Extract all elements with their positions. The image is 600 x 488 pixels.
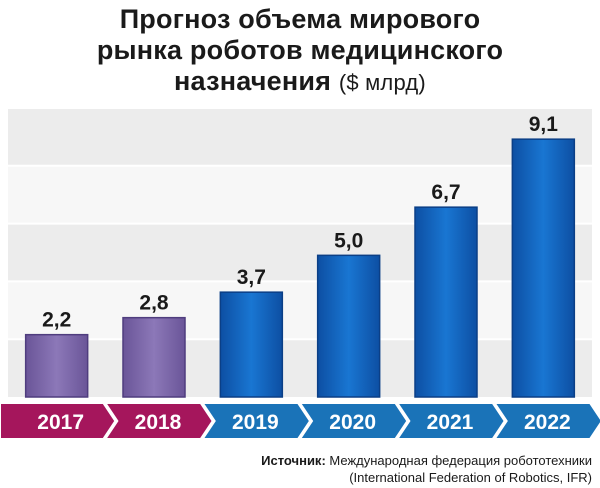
x-tick-label-2021: 2021 [427,411,474,434]
x-tick-label-2018: 2018 [135,411,182,434]
source-label: Источник: [261,453,326,468]
bar-2022 [511,138,576,398]
bars [24,138,576,398]
axis-arrow-2022 [492,402,600,440]
title-line-2: рынка роботов медицинского [96,35,504,65]
value-label-2022: 9,1 [529,113,559,136]
title-unit: ($ млрд) [338,70,426,95]
bar-2018 [122,316,186,398]
value-label-2020: 5,0 [334,229,363,252]
bar-2020 [316,254,381,398]
grid-bands [8,107,592,397]
grid-band [8,108,592,166]
value-label-2018: 2,8 [139,292,169,315]
grid-band [8,281,592,340]
source-line-1: Источник: Международная федерация робото… [261,452,592,469]
grid-band [8,223,592,282]
grid-band [8,165,592,224]
title-line-1: Прогноз объема мирового [119,4,481,34]
bar-2019 [219,291,284,398]
axis-arrow-2018 [103,402,214,440]
x-axis-arrows: 2017 2018 2019 2020 2021 2022 [0,402,600,440]
value-labels: 2,2 2,8 3,7 5,0 6,7 9,1 [42,113,558,331]
source-note: Источник: Международная федерация робото… [261,452,592,486]
bar-2017 [24,333,89,398]
axis-arrow-2021 [395,402,506,440]
bar-chart: 2,22,83,75,06,79,1 2017 2018 2019 2020 2021 2… [0,107,600,440]
source-text: Международная федерация робототехники [329,453,592,468]
x-tick-label-2022: 2022 [524,411,571,434]
axis-arrow-2017 [0,402,117,440]
chart-title: Прогноз объема мирового рынка роботов ме… [0,4,600,98]
source-line-2: (International Federation of Robotics, I… [349,470,592,485]
value-label-2019: 3,7 [237,266,266,289]
x-tick-label-2019: 2019 [232,411,279,434]
title-line-3: назначения ($ млрд) [0,66,600,98]
x-tick-label-2017: 2017 [37,411,84,434]
value-label-2021: 6,7 [431,181,460,204]
axis-arrow-2020 [298,402,409,440]
title-line-3-text: назначения [174,66,332,96]
grid-band [8,339,592,397]
axis-arrow-2019 [200,402,312,440]
bar-2021 [414,206,478,398]
x-tick-label-2020: 2020 [329,411,376,434]
value-label-2017: 2,2 [42,309,71,332]
